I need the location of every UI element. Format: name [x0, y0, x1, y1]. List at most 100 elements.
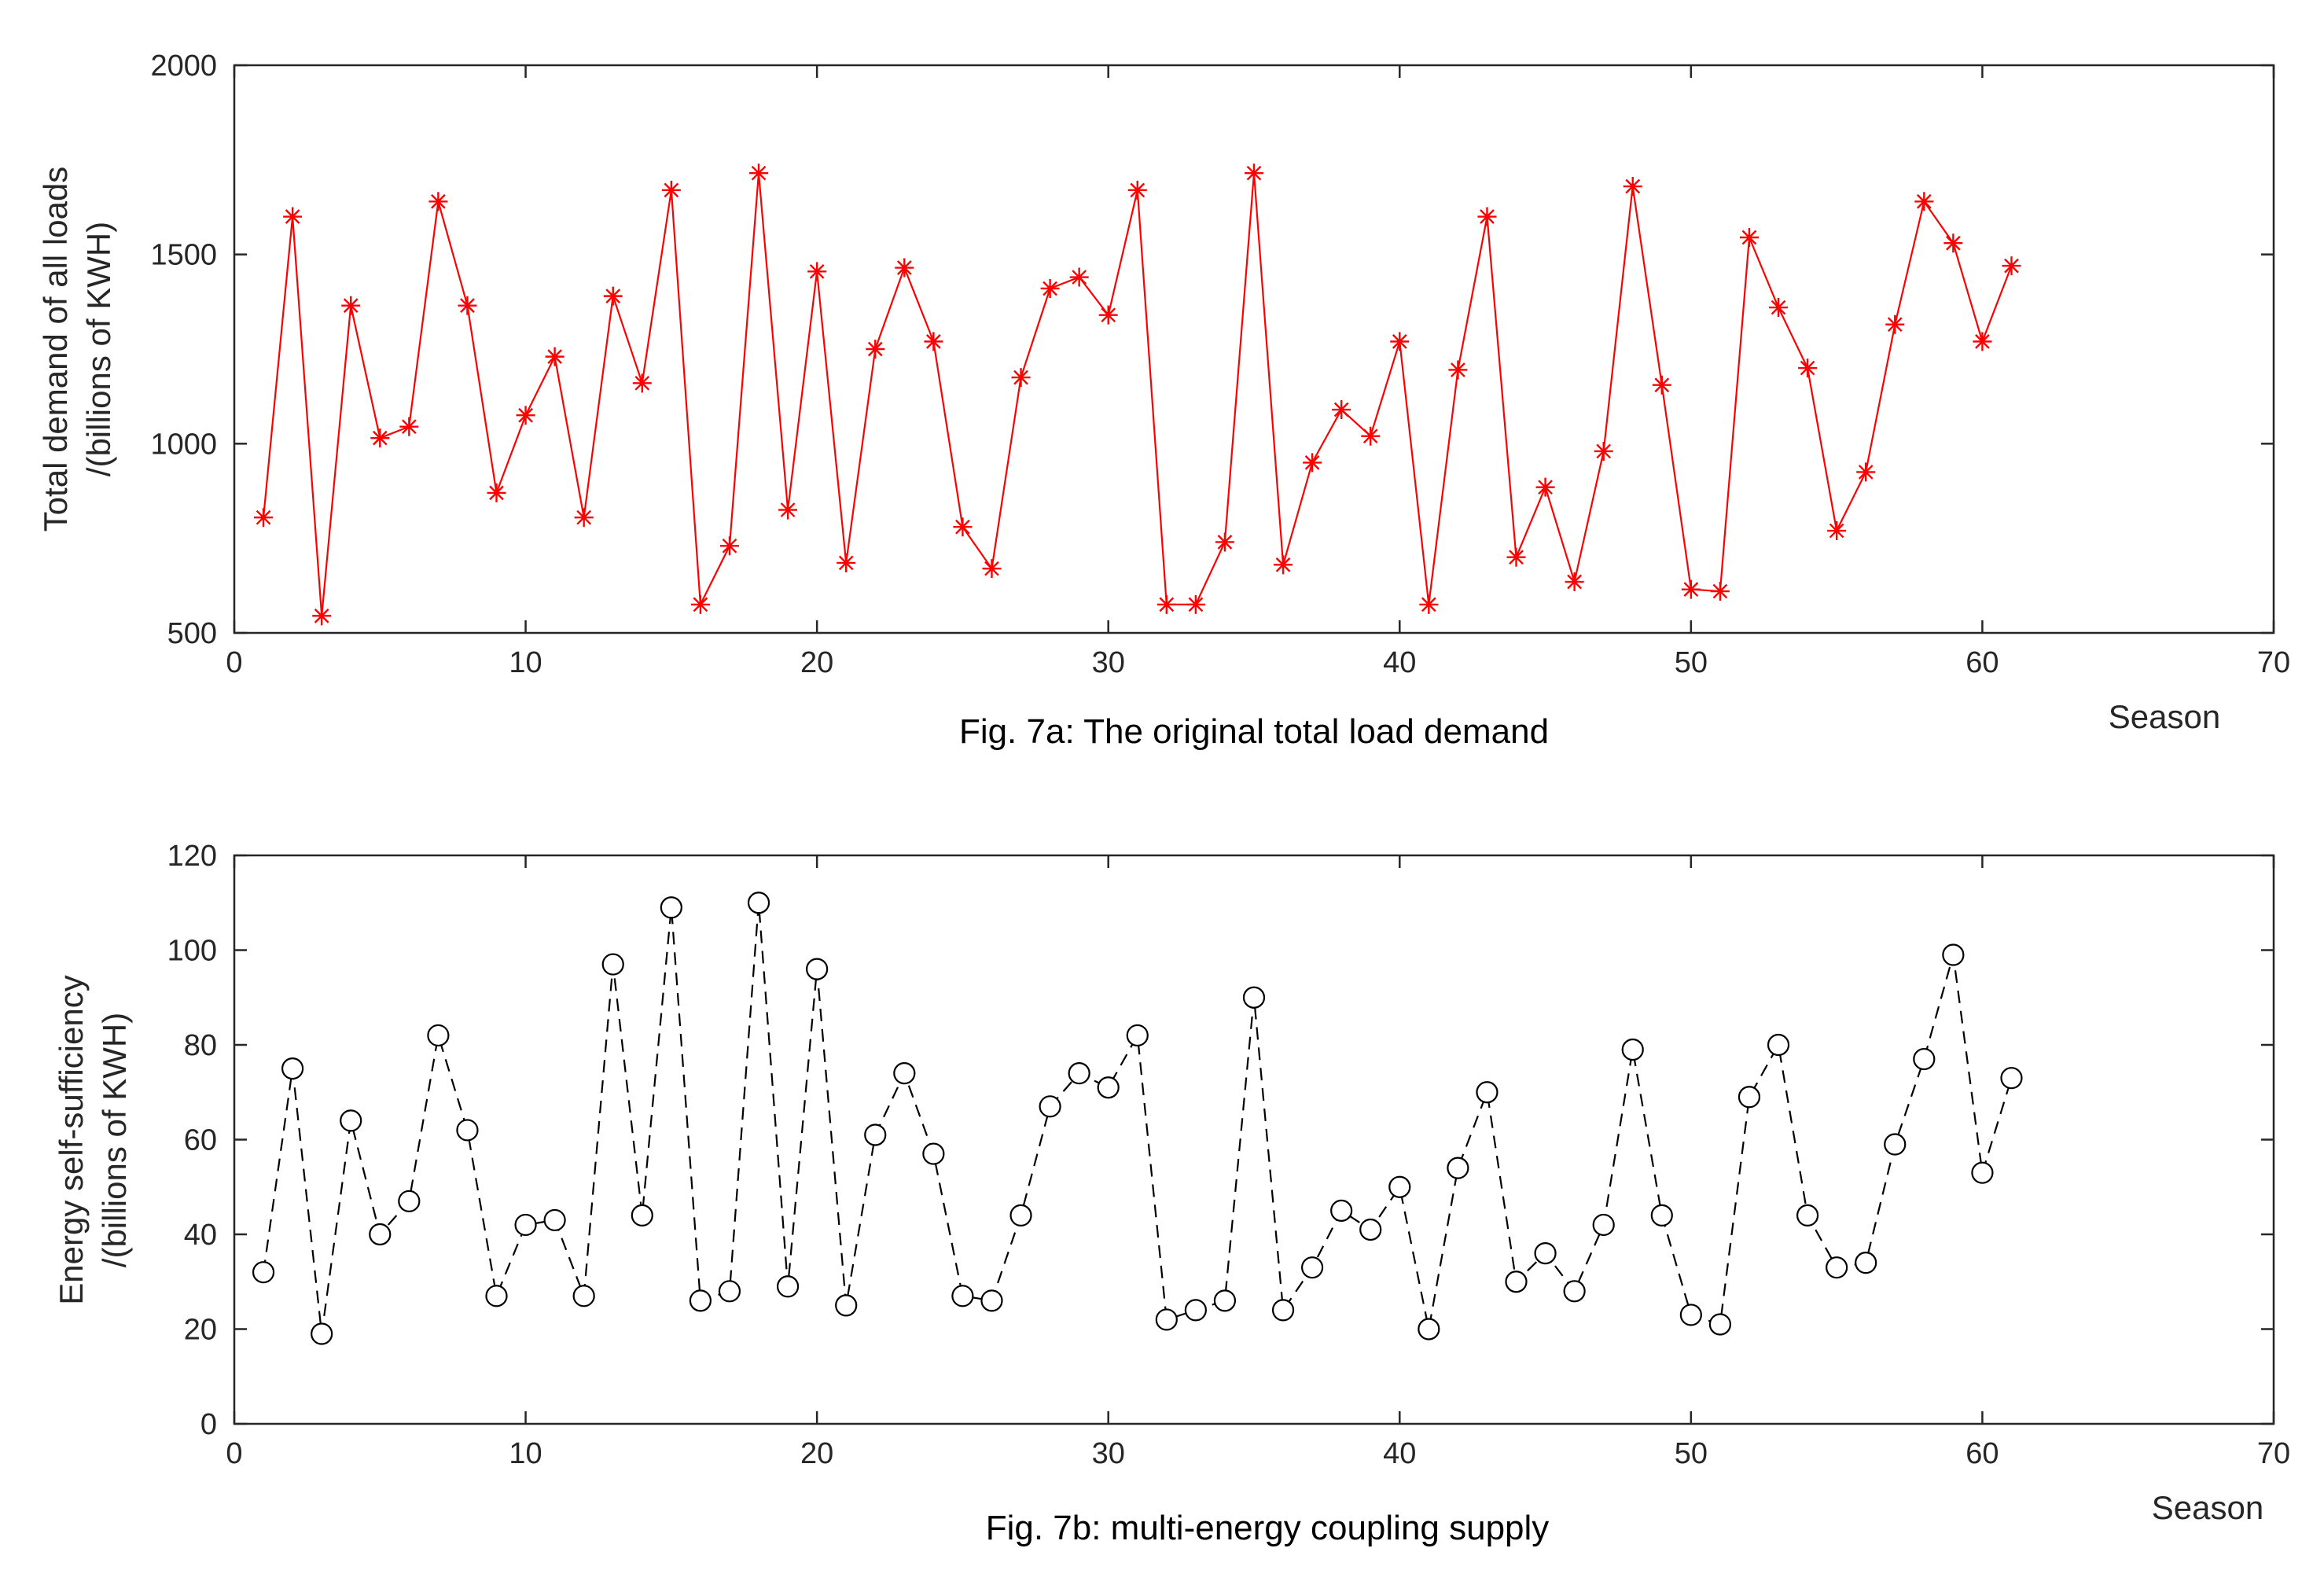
data-point: [1884, 1133, 1907, 1156]
x-tick-label: 20: [800, 1437, 833, 1470]
data-point: [1826, 1256, 1848, 1279]
data-point: [1011, 368, 1031, 388]
data-point: [399, 417, 419, 436]
plot-area-frame: [233, 64, 2275, 634]
data-point: [1447, 1157, 1469, 1179]
data-point: [1301, 1256, 1324, 1279]
data-point: [543, 1208, 566, 1232]
chart-panel-total-load-demand: 0 10 20 30 40 50 60 70 500 1000 1500 2000 Total de…: [37, 50, 2290, 751]
data-point: [1040, 278, 1060, 298]
data-point: [2000, 1067, 2023, 1090]
x-tick-label: 30: [1092, 1437, 1125, 1470]
data-point: [1361, 426, 1381, 446]
data-point: [283, 207, 303, 226]
data-point: [1913, 1047, 1936, 1071]
x-tick-label: 60: [1965, 1437, 1999, 1470]
data-point: [1942, 943, 1965, 966]
data-point: [1827, 521, 1847, 541]
data-point: [1476, 1081, 1498, 1104]
y-axis-label-line1: Energy self-sufficiency: [53, 975, 90, 1304]
data-point: [1565, 572, 1584, 592]
x-tick-label: 70: [2257, 646, 2290, 679]
data-point: [1534, 1241, 1557, 1265]
data-point: [1943, 234, 1963, 253]
data-point: [1652, 375, 1671, 395]
data-point: [514, 1213, 537, 1237]
x-axis: 0 10 20 30 40 50 60 70: [226, 65, 2290, 679]
data-point: [689, 1289, 712, 1312]
data-point: [1418, 1318, 1440, 1340]
y-tick-label: 2000: [150, 50, 217, 83]
figure-caption: Fig. 7a: The original total load demand: [959, 712, 1549, 751]
data-point: [778, 500, 798, 520]
data-point: [660, 896, 682, 919]
x-tick-label: 60: [1965, 646, 1999, 679]
data-point: [1506, 547, 1526, 567]
data-point: [719, 536, 739, 556]
data-point: [1068, 1062, 1090, 1085]
x-tick-label: 10: [509, 646, 542, 679]
data-point: [1767, 1033, 1790, 1057]
data-point: [1098, 305, 1118, 325]
data-point: [951, 1285, 974, 1307]
data-point: [953, 517, 973, 537]
data-point: [747, 892, 770, 914]
data-point: [1274, 555, 1293, 575]
data-point: [311, 1322, 333, 1345]
data-point: [1621, 1038, 1644, 1061]
data-point: [574, 508, 594, 528]
data-point: [690, 594, 710, 614]
x-tick-label: 70: [2257, 1437, 2290, 1470]
data-point: [2002, 256, 2021, 276]
x-tick-label: 30: [1092, 646, 1125, 679]
y-axis-label-line1: Total demand of all loads: [37, 167, 74, 532]
x-tick-label: 20: [800, 646, 833, 679]
y-tick-label: 1500: [150, 239, 217, 272]
data-point: [603, 286, 623, 306]
data-point: [632, 373, 652, 393]
data-point: [864, 1123, 887, 1146]
data-point: [1271, 1299, 1295, 1322]
data-point: [1156, 594, 1176, 614]
data-point: [369, 1223, 392, 1246]
data-point: [1769, 298, 1789, 318]
data-point: [1592, 1213, 1615, 1237]
data-point: [1009, 1204, 1032, 1227]
data-point: [601, 953, 624, 976]
y-tick-label: 120: [167, 840, 217, 873]
y-tick-label: 500: [167, 617, 217, 650]
y-tick-label: 40: [184, 1219, 217, 1252]
data-point: [1390, 332, 1410, 351]
data-point: [922, 1142, 945, 1165]
data-point: [458, 296, 477, 315]
data-point: [1973, 332, 1992, 351]
data-point: [1419, 594, 1439, 614]
data-point: [749, 164, 769, 183]
data-point: [1245, 164, 1263, 183]
data-point: [1798, 359, 1818, 378]
data-point: [893, 1062, 916, 1085]
data-point: [980, 1289, 1003, 1312]
y-axis-label-line2: /(billions of KWH): [80, 222, 117, 476]
data-point: [312, 606, 332, 626]
data-point: [837, 553, 856, 572]
y-tick-label: 60: [184, 1124, 217, 1157]
y-tick-label: 100: [167, 935, 217, 968]
y-axis-label-line2: /(billions of KWH): [96, 1013, 133, 1267]
y-axis: 500 1000 1500 2000: [150, 50, 2274, 650]
data-point: [1126, 1024, 1149, 1047]
data-point: [982, 559, 1002, 579]
data-point: [718, 1280, 741, 1303]
series-total-demand: [254, 164, 2021, 626]
data-point: [1681, 579, 1701, 599]
x-axis-label: Season: [2109, 698, 2220, 735]
data-point: [1623, 177, 1642, 197]
x-tick-label: 50: [1675, 646, 1708, 679]
data-point: [428, 192, 448, 211]
data-point: [1739, 228, 1759, 248]
data-point: [1448, 360, 1468, 380]
figure-caption: Fig. 7b: multi-energy coupling supply: [986, 1509, 1550, 1547]
data-point: [1213, 1289, 1237, 1312]
data-point: [1737, 1086, 1761, 1109]
data-point: [1332, 400, 1351, 420]
